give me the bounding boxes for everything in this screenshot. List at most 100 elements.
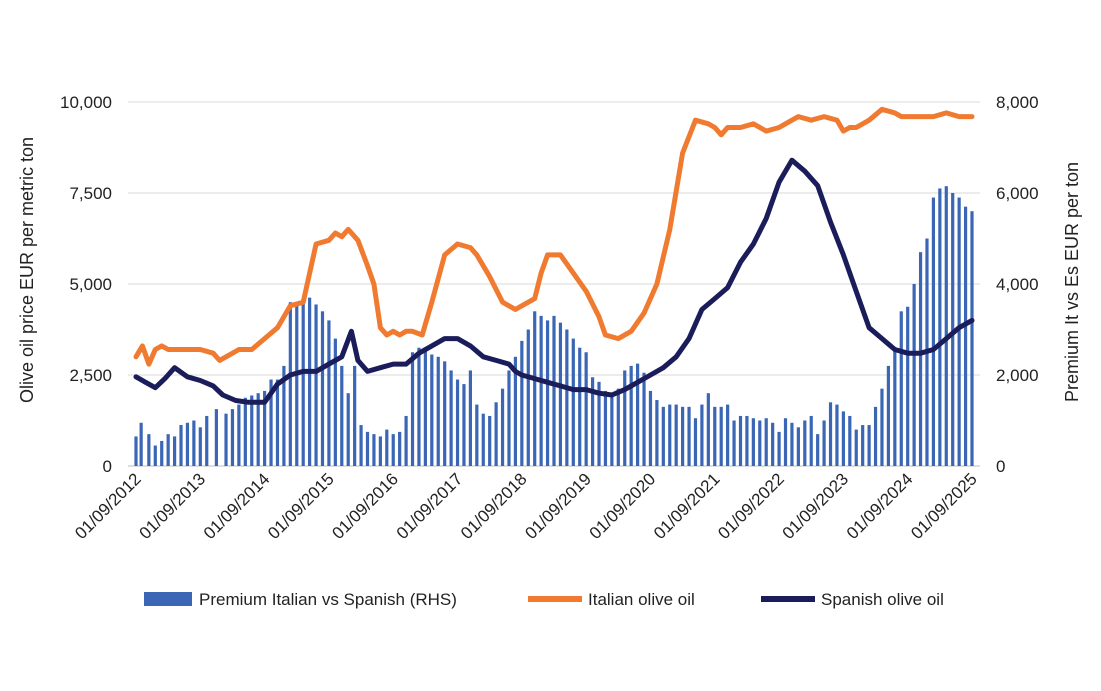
premium-bar xyxy=(713,406,717,466)
premium-bar xyxy=(668,404,672,466)
legend-label-spanish: Spanish olive oil xyxy=(821,590,944,609)
premium-bar xyxy=(745,415,749,466)
premium-bar xyxy=(372,434,376,466)
x-tick-label: 01/09/2016 xyxy=(328,469,402,543)
premium-bar xyxy=(758,420,762,466)
left-tick-label: 2,500 xyxy=(69,366,112,385)
premium-bar xyxy=(513,356,518,466)
premium-bar xyxy=(365,431,370,466)
premium-bar xyxy=(179,425,183,466)
premium-bar xyxy=(861,425,865,466)
legend: Premium Italian vs Spanish (RHS) Italian… xyxy=(144,590,944,609)
premium-bar xyxy=(410,352,415,466)
premium-bar xyxy=(378,436,382,466)
premium-bar xyxy=(951,193,955,466)
premium-bar xyxy=(172,436,177,466)
premium-bar xyxy=(391,434,395,466)
premium-bar xyxy=(777,431,781,466)
premium-bar xyxy=(687,406,691,466)
premium-bar xyxy=(809,415,813,466)
premium-bar xyxy=(436,356,440,466)
x-axis-ticks: 01/09/201201/09/201301/09/201401/09/2015… xyxy=(71,469,981,543)
premium-bar xyxy=(629,365,633,466)
premium-bar xyxy=(533,311,537,466)
premium-bar xyxy=(520,340,524,466)
premium-bar xyxy=(893,347,897,466)
premium-bar xyxy=(500,388,505,466)
x-tick-label: 01/09/2015 xyxy=(264,469,338,543)
premium-bar xyxy=(475,404,479,466)
premium-bar xyxy=(918,252,923,466)
premium-bar xyxy=(790,422,794,466)
premium-bar xyxy=(166,434,170,466)
premium-bar xyxy=(565,329,569,466)
legend-item-italian: Italian olive oil xyxy=(528,590,695,609)
premium-bar xyxy=(160,440,164,466)
premium-bar xyxy=(134,436,138,466)
legend-item-premium: Premium Italian vs Spanish (RHS) xyxy=(144,590,457,609)
premium-bar xyxy=(417,347,421,466)
premium-bar xyxy=(661,406,665,466)
premium-bar xyxy=(751,418,755,466)
premium-bar xyxy=(256,393,260,466)
premium-bar xyxy=(385,429,389,466)
premium-bar xyxy=(783,418,788,466)
premium-bar xyxy=(308,297,312,466)
premium-bar xyxy=(603,390,608,466)
premium-bar xyxy=(423,349,427,466)
premium-bar xyxy=(214,409,218,466)
premium-bar xyxy=(455,379,460,466)
premium-bar xyxy=(681,406,685,466)
x-tick-label: 01/09/2014 xyxy=(200,469,274,543)
x-tick-label: 01/09/2021 xyxy=(650,469,724,543)
premium-bar xyxy=(938,188,942,466)
premium-bar xyxy=(295,302,299,466)
premium-bar xyxy=(931,197,936,467)
x-tick-label: 01/09/2020 xyxy=(586,469,660,543)
premium-bar xyxy=(552,315,556,466)
legend-label-italian: Italian olive oil xyxy=(588,590,695,609)
premium-bar xyxy=(481,413,485,466)
premium-bar xyxy=(545,320,550,466)
premium-bar xyxy=(185,422,190,466)
premium-bar xyxy=(623,370,627,466)
italian-olive-oil-line xyxy=(133,106,975,367)
premium-bar xyxy=(597,381,601,466)
premium-bar xyxy=(320,311,325,466)
premium-bar xyxy=(963,206,968,466)
premium-bar xyxy=(443,361,447,466)
x-tick-label: 01/09/2023 xyxy=(779,469,853,543)
premium-bar xyxy=(636,363,640,466)
x-tick-label: 01/09/2018 xyxy=(457,469,531,543)
x-tick-label: 01/09/2022 xyxy=(714,469,788,543)
premium-bar xyxy=(970,211,974,466)
premium-bars xyxy=(134,186,974,467)
premium-bar xyxy=(353,365,357,466)
x-tick-label: 01/09/2012 xyxy=(71,469,145,543)
left-tick-label: 10,000 xyxy=(60,93,112,112)
premium-bar xyxy=(610,395,614,466)
premium-bar xyxy=(642,372,646,466)
right-tick-label: 8,000 xyxy=(996,93,1039,112)
premium-bar xyxy=(539,315,543,466)
premium-bar xyxy=(224,413,228,466)
premium-bar xyxy=(944,186,948,467)
premium-bar xyxy=(558,322,563,466)
premium-bar xyxy=(828,402,833,466)
premium-bar xyxy=(816,434,820,466)
premium-bar xyxy=(867,425,871,466)
x-tick-label: 01/09/2017 xyxy=(393,469,467,543)
premium-bar xyxy=(771,422,775,466)
premium-bar xyxy=(873,406,878,466)
premium-bar xyxy=(468,370,472,466)
premium-bar xyxy=(899,311,903,466)
premium-bar xyxy=(584,352,588,466)
premium-bar xyxy=(732,420,736,466)
premium-bar xyxy=(346,393,350,466)
premium-bar xyxy=(796,427,800,466)
left-axis-ticks: 0 2,500 5,000 7,500 10,000 xyxy=(60,93,112,476)
premium-bar xyxy=(404,415,408,466)
premium-bar xyxy=(282,365,286,466)
premium-bar xyxy=(139,422,143,466)
